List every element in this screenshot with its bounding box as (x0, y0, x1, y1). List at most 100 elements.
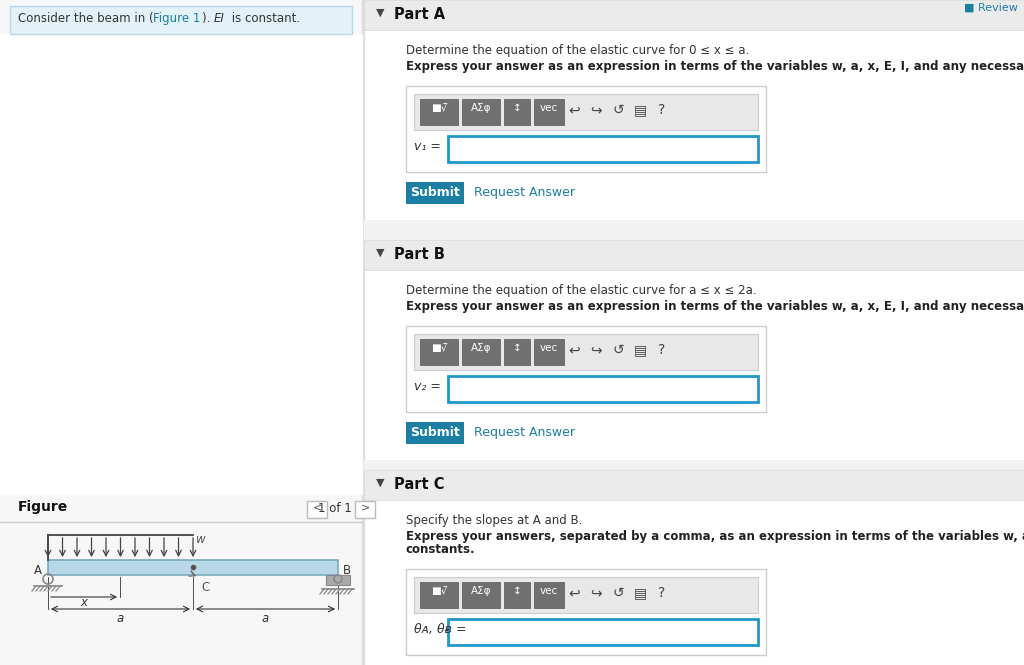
Bar (414, 334, 758, 370)
Bar (534, 99, 564, 125)
Text: Determine the equation of the elastic curve for a ≤ x ≤ 2a.: Determine the equation of the elastic cu… (406, 284, 757, 297)
Text: Figure 1: Figure 1 (153, 12, 201, 25)
Bar (449, 136, 758, 162)
Text: Request Answer: Request Answer (474, 186, 575, 199)
Bar (504, 339, 530, 365)
Bar (462, 582, 500, 608)
Text: is constant.: is constant. (228, 12, 300, 25)
Text: ■√̄: ■√̄ (431, 586, 447, 596)
Text: Express your answer as an expression in terms of the variables w, a, x, E, I, an: Express your answer as an expression in … (406, 60, 1024, 73)
Bar (504, 99, 530, 125)
Bar (48, 560, 338, 575)
Text: ↕: ↕ (513, 343, 521, 353)
Text: ?: ? (658, 343, 666, 357)
Text: constants.: constants. (406, 543, 475, 556)
Bar (364, 460, 1024, 470)
Text: w: w (196, 533, 206, 546)
Text: ΑΣφ: ΑΣφ (471, 343, 492, 353)
Bar (462, 339, 500, 365)
Text: Part C: Part C (394, 477, 444, 492)
Text: v₂ =: v₂ = (414, 380, 441, 393)
Text: vec: vec (540, 103, 558, 113)
Bar (504, 582, 530, 608)
Text: Consider the beam in (: Consider the beam in ( (18, 12, 154, 25)
Bar (362, 0, 364, 665)
Text: EI: EI (214, 12, 225, 25)
Bar (449, 376, 758, 402)
Text: ▤: ▤ (634, 103, 646, 117)
Text: <: < (312, 502, 322, 512)
Text: ■√̄: ■√̄ (431, 343, 447, 353)
Text: 1 of 1: 1 of 1 (318, 502, 352, 515)
Text: Submit: Submit (411, 426, 460, 439)
Text: ΑΣφ: ΑΣφ (471, 103, 492, 113)
Text: θᴀ, θᴃ =: θᴀ, θᴃ = (414, 623, 467, 636)
Bar (0, 0, 362, 665)
Text: v₁ =: v₁ = (414, 140, 441, 153)
Text: vec: vec (540, 586, 558, 596)
Text: ▤: ▤ (634, 586, 646, 600)
Text: ↩: ↩ (568, 586, 580, 600)
Text: ▼: ▼ (376, 248, 384, 258)
Text: Express your answer as an expression in terms of the variables w, a, x, E, I, an: Express your answer as an expression in … (406, 300, 1024, 313)
Bar (10, 6, 352, 34)
Text: ■√̄: ■√̄ (431, 103, 447, 113)
Bar (364, 470, 1024, 500)
Text: ▼: ▼ (376, 478, 384, 488)
Text: ).: ). (202, 12, 214, 25)
Text: ▼: ▼ (376, 8, 384, 18)
Text: ↪: ↪ (590, 586, 602, 600)
Text: A: A (34, 564, 42, 577)
Bar (406, 86, 766, 172)
Text: ΑΣφ: ΑΣφ (471, 586, 492, 596)
Bar (534, 339, 564, 365)
Bar (406, 569, 766, 655)
Text: ↪: ↪ (590, 343, 602, 357)
Text: Express your answers, separated by a comma, as an expression in terms of the var: Express your answers, separated by a com… (406, 530, 1024, 543)
Bar (420, 339, 458, 365)
Bar (420, 582, 458, 608)
Bar (414, 577, 758, 613)
Bar (307, 501, 327, 518)
Bar (449, 619, 758, 645)
Bar (355, 501, 375, 518)
Bar (414, 94, 758, 130)
Text: ↩: ↩ (568, 103, 580, 117)
Text: ↺: ↺ (612, 586, 624, 600)
Bar (406, 422, 464, 444)
Text: B: B (343, 564, 351, 577)
Text: C: C (201, 581, 209, 594)
Bar (420, 99, 458, 125)
Text: x: x (81, 596, 87, 609)
Bar (364, 0, 1024, 30)
Text: a: a (261, 612, 268, 625)
Text: ▤: ▤ (634, 343, 646, 357)
Text: Figure: Figure (18, 500, 69, 514)
Text: ↕: ↕ (513, 103, 521, 113)
Text: ?: ? (658, 103, 666, 117)
Text: vec: vec (540, 343, 558, 353)
Bar (326, 575, 350, 585)
Bar (406, 182, 464, 204)
Text: ↕: ↕ (513, 586, 521, 596)
Text: ↺: ↺ (612, 103, 624, 117)
Text: Determine the equation of the elastic curve for 0 ≤ x ≤ a.: Determine the equation of the elastic cu… (406, 44, 750, 57)
Text: ↩: ↩ (568, 343, 580, 357)
Bar (364, 240, 1024, 270)
Bar (462, 99, 500, 125)
Text: ■ Review: ■ Review (965, 3, 1018, 13)
Text: a: a (117, 612, 124, 625)
Bar (364, 220, 1024, 240)
Text: ?: ? (658, 586, 666, 600)
Text: Specify the slopes at A and B.: Specify the slopes at A and B. (406, 514, 583, 527)
Text: >: > (360, 502, 370, 512)
Bar (534, 582, 564, 608)
Text: Submit: Submit (411, 186, 460, 199)
Text: Part B: Part B (394, 247, 444, 262)
Bar (0, 34, 362, 494)
Text: ↪: ↪ (590, 103, 602, 117)
Text: ↺: ↺ (612, 343, 624, 357)
Text: Request Answer: Request Answer (474, 426, 575, 439)
Text: Part A: Part A (394, 7, 445, 22)
Bar (406, 326, 766, 412)
